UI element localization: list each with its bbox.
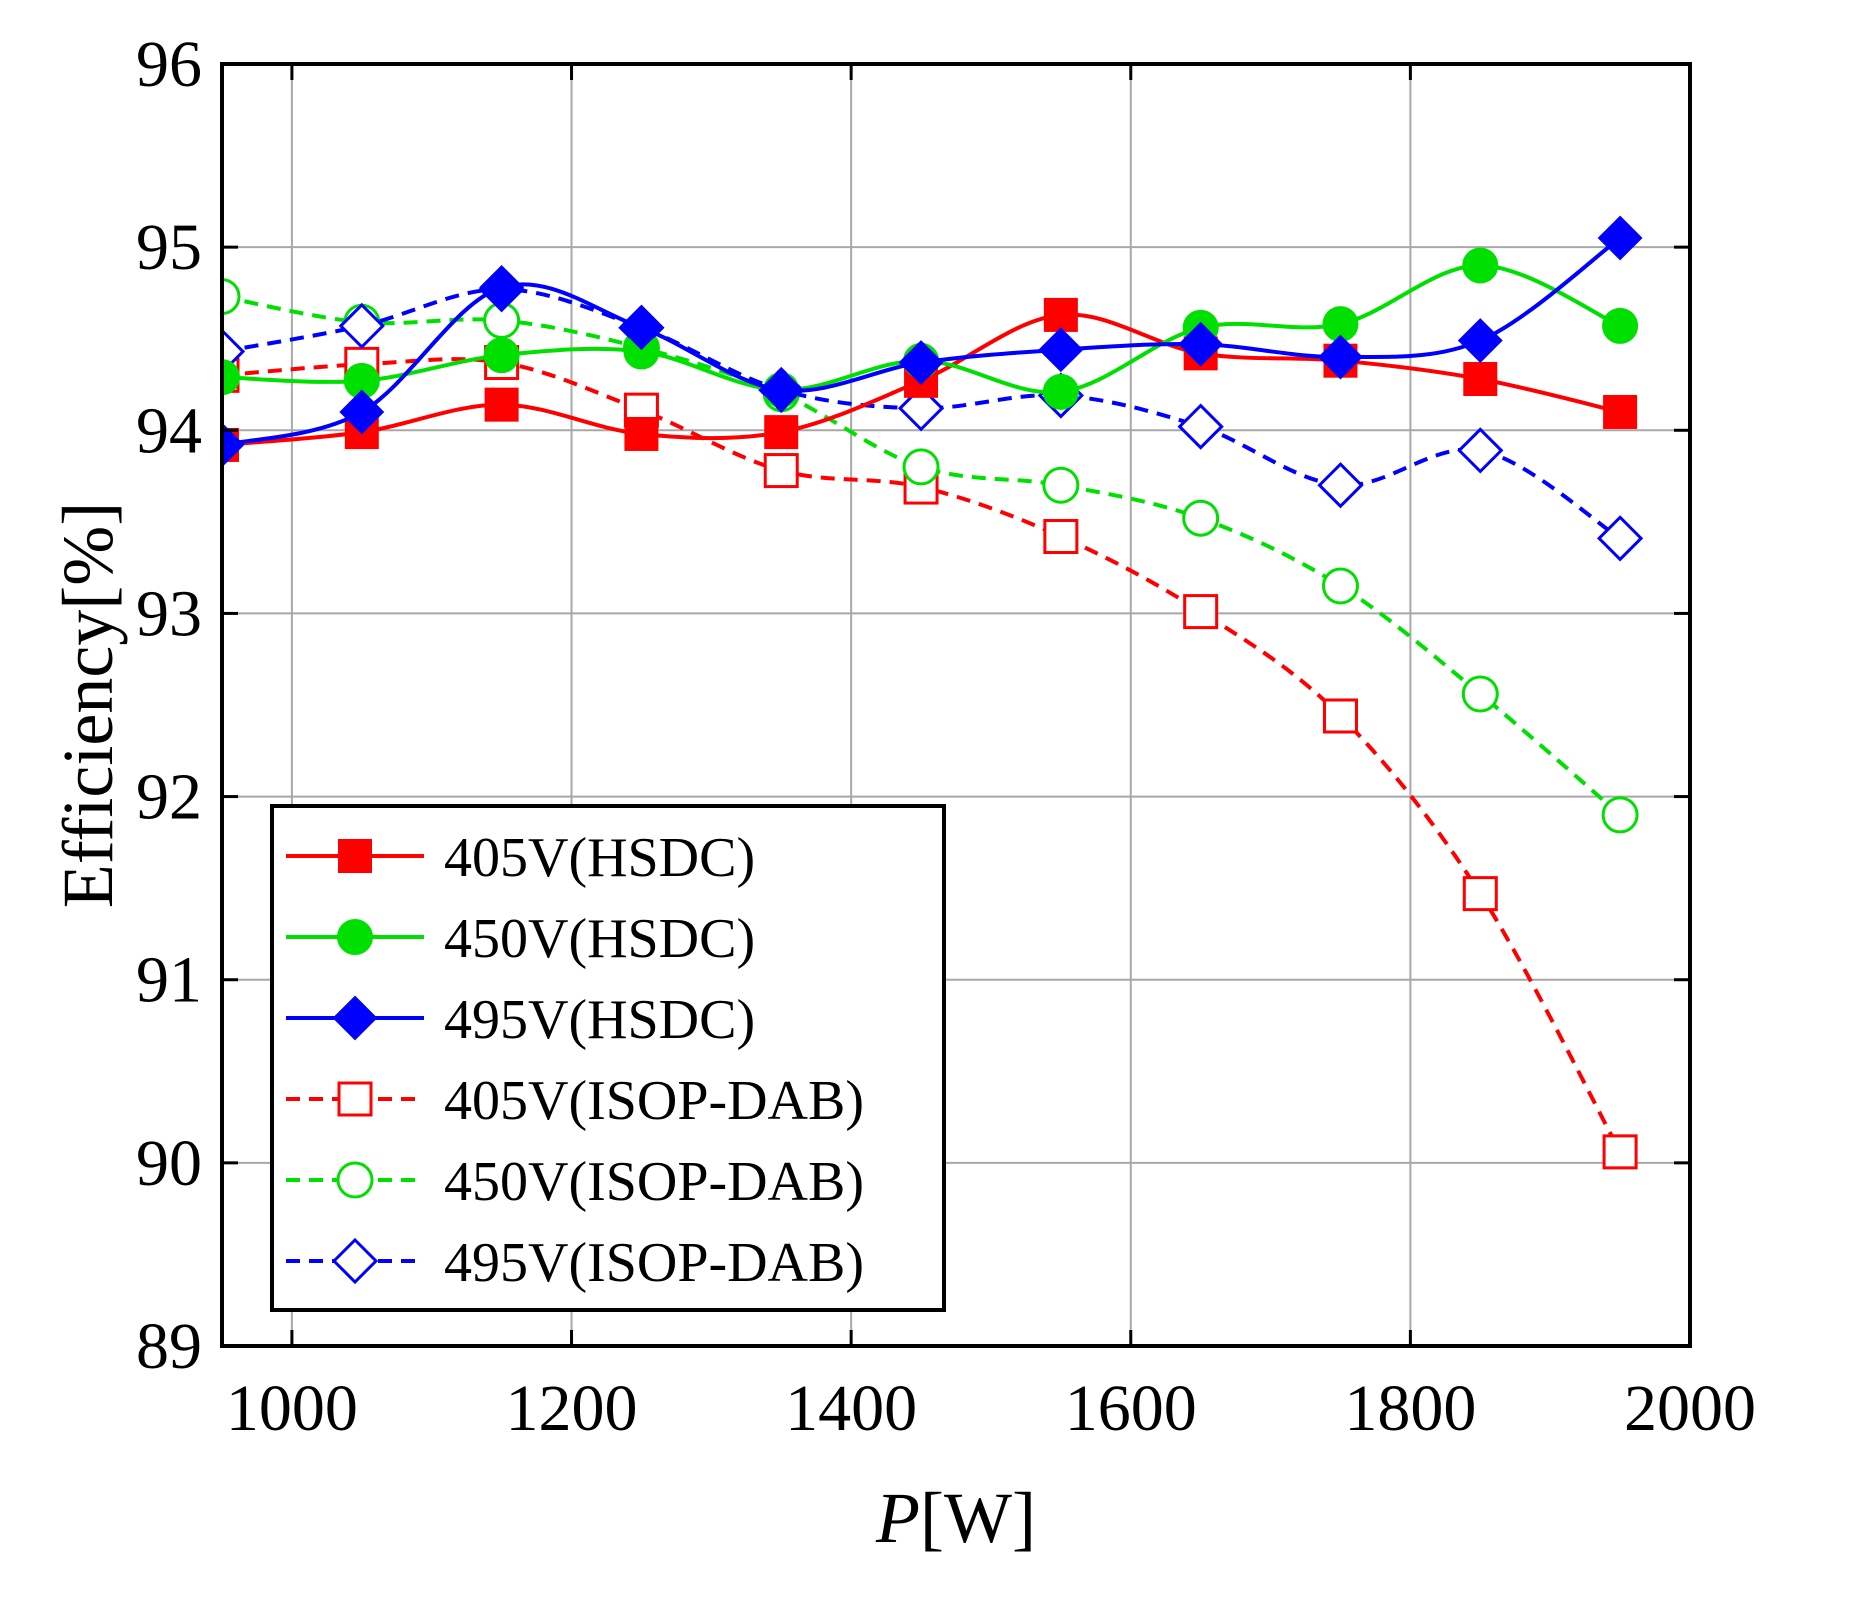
data-point (758, 367, 804, 413)
data-point (764, 415, 799, 450)
data-point (1321, 567, 1359, 605)
legend-label: 405V(ISOP-DAB) (444, 1070, 864, 1132)
legend-label: 495V(ISOP-DAB) (444, 1232, 864, 1294)
data-point (222, 278, 241, 316)
tick-labels: 1000 1200 1400 1600 1800 2000 89 90 91 92 93 94 95 96 (136, 28, 1756, 1445)
legend-label: 495V(HSDC) (444, 989, 755, 1051)
data-point (1462, 876, 1498, 912)
data-point (1177, 403, 1224, 450)
data-point (1457, 318, 1503, 363)
y-tick-label: 94 (136, 394, 202, 467)
x-tick-label: 1400 (785, 1372, 917, 1445)
data-point (1462, 247, 1499, 284)
y-tick-label: 93 (136, 577, 202, 650)
legend-marker (338, 839, 372, 873)
data-point (1183, 594, 1219, 630)
x-tick-label: 1000 (226, 1372, 358, 1445)
data-point (1463, 362, 1498, 397)
legend-item-450v-hsdc: 450V(HSDC) (286, 908, 755, 970)
y-tick-label: 89 (136, 1310, 202, 1383)
data-point (1182, 499, 1220, 537)
y-tick-label: 96 (136, 28, 202, 101)
x-axis-label-symbol: P (875, 1478, 920, 1558)
legend-item-495v-isop-dab: 495V(ISOP-DAB) (286, 1232, 864, 1294)
series-line (222, 287, 1622, 541)
data-point (1601, 796, 1639, 834)
data-point (1596, 515, 1644, 562)
data-point (763, 453, 799, 489)
data-point (1597, 215, 1643, 261)
legend-label: 450V(HSDC) (444, 908, 755, 970)
series-layer (222, 215, 1644, 1170)
series-495v-isop-dab (222, 266, 1644, 562)
legend-item-405v-hsdc: 405V(HSDC) (286, 827, 755, 889)
data-point (1317, 462, 1364, 509)
x-axis-label: P[W] (875, 1478, 1036, 1558)
data-point (1457, 427, 1504, 474)
legend-marker (337, 919, 373, 955)
x-axis-label-unit: [W] (920, 1478, 1036, 1558)
data-point (1178, 321, 1224, 367)
legend-item-450v-isop-dab: 450V(ISOP-DAB) (286, 1151, 864, 1213)
data-point (1602, 307, 1639, 344)
data-point (483, 337, 520, 374)
y-axis-label: Efficiency[%] (48, 502, 128, 908)
data-point (338, 302, 385, 350)
data-point (222, 422, 245, 468)
data-point (1461, 675, 1499, 713)
data-point (1043, 297, 1078, 332)
x-tick-label: 1200 (506, 1372, 638, 1445)
data-point (898, 340, 944, 385)
y-tick-label: 90 (136, 1127, 202, 1200)
data-point (479, 265, 525, 310)
legend-box (270, 804, 946, 1312)
legend-marker (336, 1161, 374, 1199)
data-point (902, 448, 940, 486)
legend-label: 405V(HSDC) (444, 827, 755, 889)
data-point (1602, 1134, 1638, 1170)
y-tick-label: 91 (136, 944, 202, 1017)
legend-marker (331, 1237, 379, 1285)
data-point (1038, 327, 1084, 373)
data-point (222, 359, 240, 396)
legend-label: 450V(ISOP-DAB) (444, 1151, 864, 1213)
legend-item-495v-hsdc: 495V(HSDC) (286, 989, 755, 1051)
data-point (1318, 334, 1363, 380)
data-point (1603, 394, 1638, 429)
y-tick-label: 95 (136, 211, 202, 284)
data-point (1042, 466, 1080, 504)
x-tick-label: 2000 (1624, 1372, 1756, 1445)
data-point (624, 416, 659, 451)
x-tick-label: 1600 (1065, 1372, 1197, 1445)
x-tick-label: 1800 (1344, 1372, 1476, 1445)
data-point (1042, 373, 1079, 410)
data-point (339, 389, 385, 435)
axis-ticks (222, 62, 1692, 1348)
series-495v-hsdc (222, 215, 1643, 468)
data-point (1043, 519, 1079, 555)
data-point (484, 387, 519, 422)
data-point (1322, 698, 1358, 734)
y-tick-label: 92 (136, 761, 202, 834)
plot-frame (220, 62, 1692, 1348)
legend-marker (332, 995, 378, 1041)
legend: 405V(HSDC) 450V(HSDC) 495V(HSDC) 405V(ISOP-… (270, 804, 946, 1312)
legend-marker (337, 1081, 373, 1117)
legend-item-405v-isop-dab: 405V(ISOP-DAB) (286, 1070, 864, 1132)
data-point (619, 305, 664, 351)
